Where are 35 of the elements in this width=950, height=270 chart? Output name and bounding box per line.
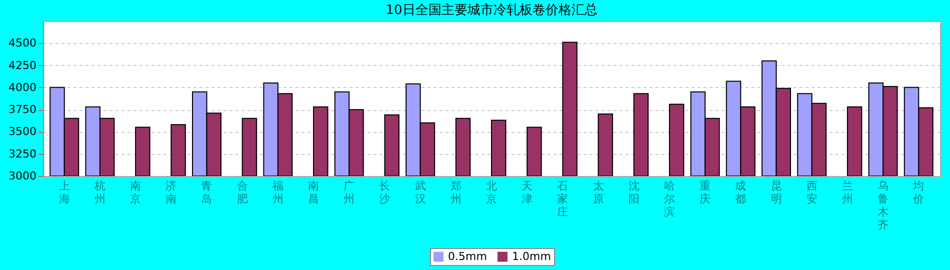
- x-tick-label: 上海: [58, 180, 70, 206]
- x-tick-label: 成都: [735, 180, 746, 206]
- chart-title: 10日全国主要城市冷轧板卷价格汇总: [386, 2, 598, 18]
- y-tick-label: 3750: [8, 103, 36, 116]
- legend-label: 1.0mm: [512, 250, 551, 263]
- x-tick-label: 昆明: [770, 180, 782, 206]
- y-tick-label: 4000: [8, 80, 36, 94]
- x-tick-label: 合肥: [236, 180, 248, 206]
- y-tick-label: 4250: [8, 58, 36, 72]
- x-tick-label: 均价: [912, 180, 924, 206]
- x-tick-label: 兰州: [842, 180, 853, 206]
- x-tick-label: 北京: [486, 180, 497, 206]
- x-tick-label: 武汉: [414, 180, 426, 206]
- y-tick-label: 4500: [8, 36, 36, 50]
- y-tick-label: 3250: [8, 147, 36, 160]
- x-tick-label: 重庆: [700, 180, 711, 206]
- x-tick-label: 广州: [344, 180, 355, 206]
- x-tick-label: 太原: [592, 180, 604, 206]
- legend-label: 0.5mm: [448, 250, 487, 263]
- x-tick-label: 青岛: [201, 180, 212, 206]
- x-tick-label: 天津: [522, 180, 533, 206]
- x-tick-label: 郑州: [450, 180, 462, 206]
- x-tick-label: 南昌: [308, 180, 320, 206]
- x-tick-label: 石家庄: [557, 180, 568, 218]
- x-tick-label: 西安: [806, 180, 818, 206]
- x-tick-label: 济南: [166, 180, 177, 206]
- y-tick-label: 3500: [8, 125, 36, 138]
- x-tick-label: 乌鲁木齐: [878, 180, 889, 232]
- y-tick-label: 3000: [8, 170, 36, 182]
- x-tick-label: 沈阳: [628, 180, 640, 206]
- x-tick-label: 哈尔滨: [664, 180, 675, 218]
- x-tick-label: 福州: [272, 180, 284, 206]
- x-tick-label: 杭州: [93, 180, 106, 206]
- x-tick-label: 长沙: [379, 180, 390, 206]
- x-tick-label: 南京: [130, 180, 142, 206]
